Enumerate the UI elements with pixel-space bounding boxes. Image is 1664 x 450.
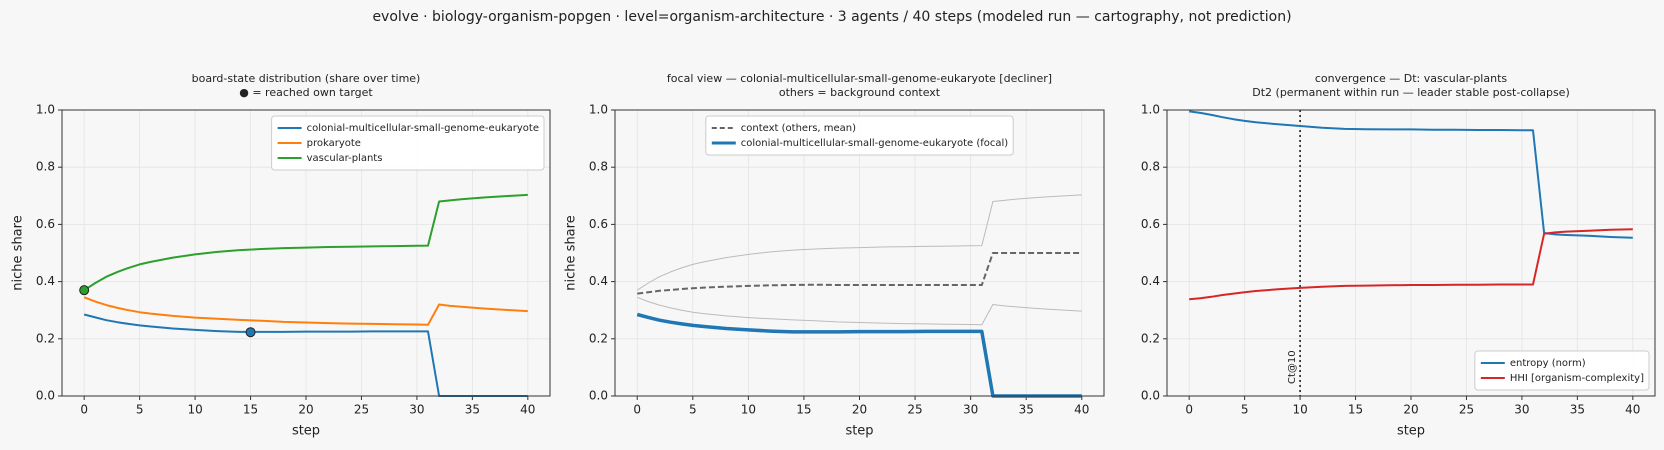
panel: board-state distribution (share over tim… bbox=[11, 72, 551, 439]
legend-label: entropy (norm) bbox=[1510, 358, 1586, 369]
x-tick-label: 0 bbox=[633, 403, 641, 417]
x-tick-label: 15 bbox=[243, 403, 258, 417]
reference-label: Ct@10 bbox=[1287, 350, 1298, 384]
legend-label: HHI [organism-complexity] bbox=[1510, 373, 1644, 384]
y-tick-label: 0.0 bbox=[589, 389, 608, 403]
x-tick-label: 40 bbox=[520, 403, 535, 417]
x-tick-label: 20 bbox=[1403, 403, 1418, 417]
panel-subtitle: Dt2 (permanent within run — leader stabl… bbox=[1252, 86, 1570, 99]
plot-frame bbox=[614, 109, 1105, 397]
legend: entropy (norm) HHI [organism-complexity] bbox=[1474, 350, 1650, 391]
x-tick-label: 35 bbox=[1019, 403, 1034, 417]
y-tick-label: 0.8 bbox=[36, 160, 55, 174]
x-tick-label: 0 bbox=[80, 403, 88, 417]
legend: context (others, mean) colonial-multicell… bbox=[705, 115, 1014, 156]
x-tick-label: 5 bbox=[1241, 403, 1249, 417]
x-tick-label: 40 bbox=[1625, 403, 1640, 417]
figure-title: evolve · biology-organism-popgen · level… bbox=[372, 9, 1291, 25]
y-tick-label: 0.2 bbox=[589, 331, 608, 345]
y-axis-label: niche share bbox=[11, 215, 26, 290]
series-line bbox=[83, 296, 528, 326]
y-tick-label: 0.4 bbox=[589, 274, 608, 288]
y-tick-label: 1.0 bbox=[36, 103, 55, 117]
target-marker bbox=[79, 285, 90, 296]
x-tick-label: 20 bbox=[298, 403, 313, 417]
x-axis-label: step bbox=[1397, 424, 1425, 439]
panel-title: convergence — Dt: vascular-plants bbox=[1315, 72, 1508, 85]
x-tick-label: 5 bbox=[689, 403, 697, 417]
x-tick-label: 30 bbox=[1514, 403, 1529, 417]
y-tick-label: 0.6 bbox=[36, 217, 55, 231]
y-tick-label: 1.0 bbox=[589, 103, 608, 117]
x-tick-label: 15 bbox=[1348, 403, 1363, 417]
y-tick-label: 1.0 bbox=[1141, 103, 1160, 117]
y-tick-label: 0.4 bbox=[36, 274, 55, 288]
y-axis-label: niche share bbox=[564, 215, 579, 290]
panel: focal view — colonial-multicellular-smal… bbox=[564, 72, 1105, 439]
series-line bbox=[637, 252, 1082, 295]
x-tick-label: 10 bbox=[1292, 403, 1307, 417]
panel-title: focal view — colonial-multicellular-smal… bbox=[667, 72, 1052, 85]
series-line bbox=[1189, 110, 1633, 239]
x-tick-label: 35 bbox=[1570, 403, 1585, 417]
series-line bbox=[83, 193, 528, 292]
series-line bbox=[1189, 228, 1633, 301]
y-tick-label: 0.6 bbox=[589, 217, 608, 231]
panel-title: board-state distribution (share over tim… bbox=[192, 72, 421, 85]
plot-frame bbox=[61, 109, 551, 397]
x-axis-label: step bbox=[845, 424, 873, 439]
x-tick-label: 35 bbox=[465, 403, 480, 417]
x-tick-label: 25 bbox=[907, 403, 922, 417]
x-tick-label: 30 bbox=[963, 403, 978, 417]
y-tick-label: 0.4 bbox=[1141, 274, 1160, 288]
y-tick-label: 0.2 bbox=[36, 331, 55, 345]
x-tick-label: 40 bbox=[1074, 403, 1089, 417]
y-tick-label: 0.0 bbox=[1141, 389, 1160, 403]
x-tick-label: 20 bbox=[852, 403, 867, 417]
y-tick-label: 0.0 bbox=[36, 389, 55, 403]
series-line bbox=[636, 194, 1082, 291]
y-tick-label: 0.8 bbox=[1141, 160, 1160, 174]
panel-subtitle: ● = reached own target bbox=[239, 86, 373, 99]
legend-box bbox=[1474, 350, 1650, 391]
legend: colonial-multicellular-small-genome-euka… bbox=[271, 115, 545, 171]
panel-subtitle: others = background context bbox=[779, 86, 941, 99]
x-tick-label: 25 bbox=[354, 403, 369, 417]
y-tick-label: 0.8 bbox=[589, 160, 608, 174]
x-tick-label: 30 bbox=[409, 403, 424, 417]
legend-label: colonial-multicellular-small-genome-euka… bbox=[741, 138, 1009, 149]
legend-box bbox=[705, 115, 1014, 156]
x-axis-label: step bbox=[292, 424, 320, 439]
x-tick-label: 5 bbox=[136, 403, 144, 417]
x-tick-label: 10 bbox=[187, 403, 202, 417]
x-tick-label: 10 bbox=[741, 403, 756, 417]
target-marker bbox=[245, 327, 256, 338]
y-tick-label: 0.2 bbox=[1141, 331, 1160, 345]
x-tick-label: 0 bbox=[1185, 403, 1193, 417]
x-tick-label: 15 bbox=[796, 403, 811, 417]
legend-box bbox=[271, 115, 545, 171]
y-tick-label: 0.6 bbox=[1141, 217, 1160, 231]
series-line bbox=[637, 296, 1082, 326]
plot-frame bbox=[1166, 109, 1656, 397]
legend-label: colonial-multicellular-small-genome-euka… bbox=[307, 123, 539, 134]
legend-label: vascular-plants bbox=[307, 153, 383, 164]
legend-label: context (others, mean) bbox=[741, 123, 856, 134]
legend-label: prokaryote bbox=[307, 138, 361, 149]
x-tick-label: 25 bbox=[1459, 403, 1474, 417]
